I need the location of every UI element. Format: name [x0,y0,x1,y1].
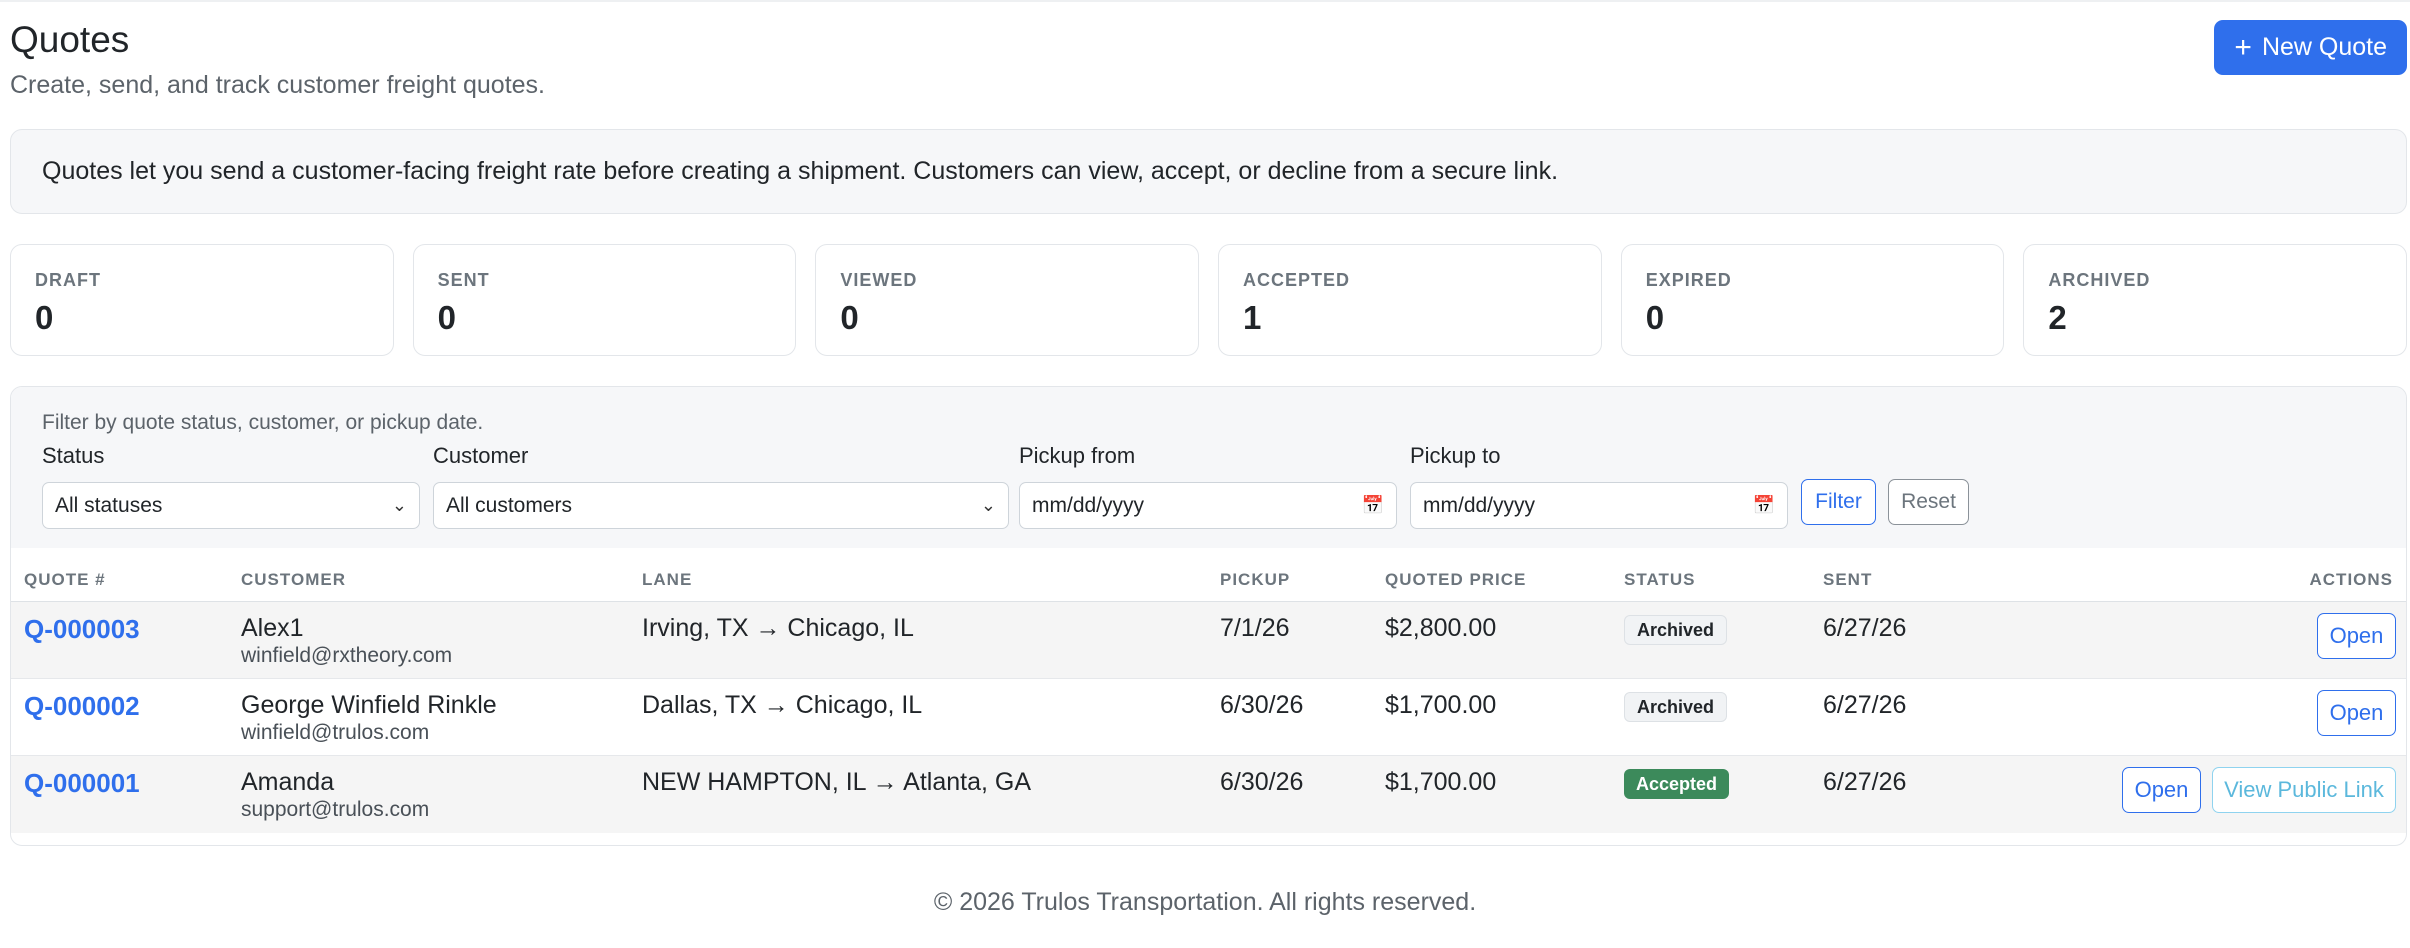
status-badge: Archived [1624,615,1728,645]
pickup-from-group: Pickup from mm/dd/yyyy 📅 [1019,443,1397,529]
quote-link[interactable]: Q-000002 [24,691,140,721]
quoted-price: $1,700.00 [1385,691,1497,719]
customer-filter-group: Customer All customers ⌄ [433,443,1009,529]
status-select[interactable]: All statuses ⌄ [42,482,420,529]
customer-name: Amanda [241,768,335,796]
sent-date: 6/27/26 [1823,614,1907,642]
quote-link[interactable]: Q-000001 [24,768,140,798]
info-banner: Quotes let you send a customer-facing fr… [10,129,2407,214]
quoted-price: $1,700.00 [1385,768,1497,796]
stat-label: ARCHIVED [2048,270,2151,290]
table-row: Q-000002 George Winfield Rinkle winfield… [11,679,2406,756]
pickup-date: 6/30/26 [1220,691,1304,719]
customer-label: Customer [433,443,529,468]
stat-accepted: ACCEPTED 1 [1218,244,1602,356]
customer-name: Alex1 [241,614,304,642]
status-filter-group: Status All statuses ⌄ [42,443,420,529]
page-header: Quotes Create, send, and track customer … [10,0,2407,122]
customer-name: George Winfield Rinkle [241,691,497,719]
sent-date: 6/27/26 [1823,768,1907,796]
footer-copyright: © 2026 Trulos Transportation. All rights… [933,888,1477,916]
pickup-date: 6/30/26 [1220,768,1304,796]
status-select-value: All statuses [55,493,163,517]
pickup-to-input[interactable]: mm/dd/yyyy 📅 [1410,482,1788,529]
stat-value: 0 [437,299,457,336]
stat-label: EXPIRED [1645,270,1732,290]
sent-date: 6/27/26 [1823,691,1907,719]
status-label: Status [42,443,105,468]
open-button[interactable]: Open [2317,690,2396,736]
customer-email: winfield@rxtheory.com [241,644,453,667]
customer-select[interactable]: All customers ⌄ [433,482,1009,529]
stat-label: SENT [437,270,490,290]
quote-link[interactable]: Q-000003 [24,614,140,644]
customer-select-value: All customers [446,493,573,517]
stat-label: VIEWED [840,270,918,290]
pickup-to-group: Pickup to mm/dd/yyyy 📅 [1410,443,1788,529]
col-quoted-price: QUOTED PRICE [1385,570,1527,589]
lane: NEW HAMPTON, IL → Atlanta, GA [642,768,1031,796]
col-pickup: PICKUP [1220,570,1291,589]
lane: Irving, TX → Chicago, IL [642,614,914,642]
lane: Dallas, TX → Chicago, IL [642,691,923,719]
customer-email: winfield@trulos.com [241,721,430,744]
top-border [0,0,2410,2]
filter-bar: Filter by quote status, customer, or pic… [11,387,2406,548]
stat-archived: ARCHIVED 2 [2023,244,2408,356]
page-subtitle: Create, send, and track customer freight… [10,71,545,99]
new-quote-label: New Quote [2261,33,2387,61]
pickup-from-value: mm/dd/yyyy [1032,493,1145,517]
status-badge: Archived [1624,692,1728,722]
col-status: STATUS [1624,570,1696,589]
status-badge: Accepted [1624,769,1730,799]
col-sent: SENT [1823,570,1873,589]
pickup-date: 7/1/26 [1220,614,1290,642]
table-row: Q-000003 Alex1 winfield@rxtheory.com Irv… [11,602,2406,679]
pickup-from-label: Pickup from [1019,443,1136,468]
status-stats: DRAFT 0 SENT 0 VIEWED 0 ACCEPTED 1 EXPIR… [10,244,2408,356]
quotes-page: Quotes Create, send, and track customer … [10,0,2408,846]
pickup-to-value: mm/dd/yyyy [1423,493,1536,517]
open-button[interactable]: Open [2122,767,2201,813]
new-quote-button[interactable]: + New Quote [2214,20,2407,75]
stat-viewed: VIEWED 0 [815,244,1200,356]
pickup-to-label: Pickup to [1410,443,1501,468]
table-header: QUOTE # CUSTOMER LANE PICKUP QUOTED PRIC… [11,548,2406,602]
stat-label: ACCEPTED [1243,270,1351,290]
open-button[interactable]: Open [2317,613,2396,659]
plus-icon: + [2234,30,2252,64]
col-lane: LANE [642,570,693,589]
reset-button[interactable]: Reset [1888,479,1969,525]
col-quote: QUOTE # [24,570,106,589]
customer-email: support@trulos.com [241,798,430,821]
calendar-icon[interactable]: 📅 [1752,495,1775,515]
stat-value: 1 [1243,299,1262,336]
page-title: Quotes [10,19,130,60]
stat-value: 0 [840,299,859,336]
stat-value: 0 [1645,299,1665,336]
stat-label: DRAFT [35,270,101,290]
chevron-down-icon: ⌄ [980,495,996,515]
stat-expired: EXPIRED 0 [1620,244,2005,356]
chevron-down-icon: ⌄ [391,495,407,515]
filter-button[interactable]: Filter [1801,479,1876,525]
stat-value: 0 [35,299,54,336]
col-customer: CUSTOMER [241,570,346,589]
quoted-price: $2,800.00 [1385,614,1497,642]
filter-note: Filter by quote status, customer, or pic… [42,411,484,434]
stat-value: 2 [2048,299,2067,336]
stat-draft: DRAFT 0 [10,244,394,356]
quotes-card: Filter by quote status, customer, or pic… [10,386,2407,846]
view-public-link-button[interactable]: View Public Link [2212,767,2396,813]
pickup-from-input[interactable]: mm/dd/yyyy 📅 [1019,482,1397,529]
table-row: Q-000001 Amanda support@trulos.com NEW H… [11,756,2406,833]
stat-sent: SENT 0 [412,244,797,356]
col-actions: ACTIONS [2309,570,2393,589]
calendar-icon[interactable]: 📅 [1361,495,1384,515]
